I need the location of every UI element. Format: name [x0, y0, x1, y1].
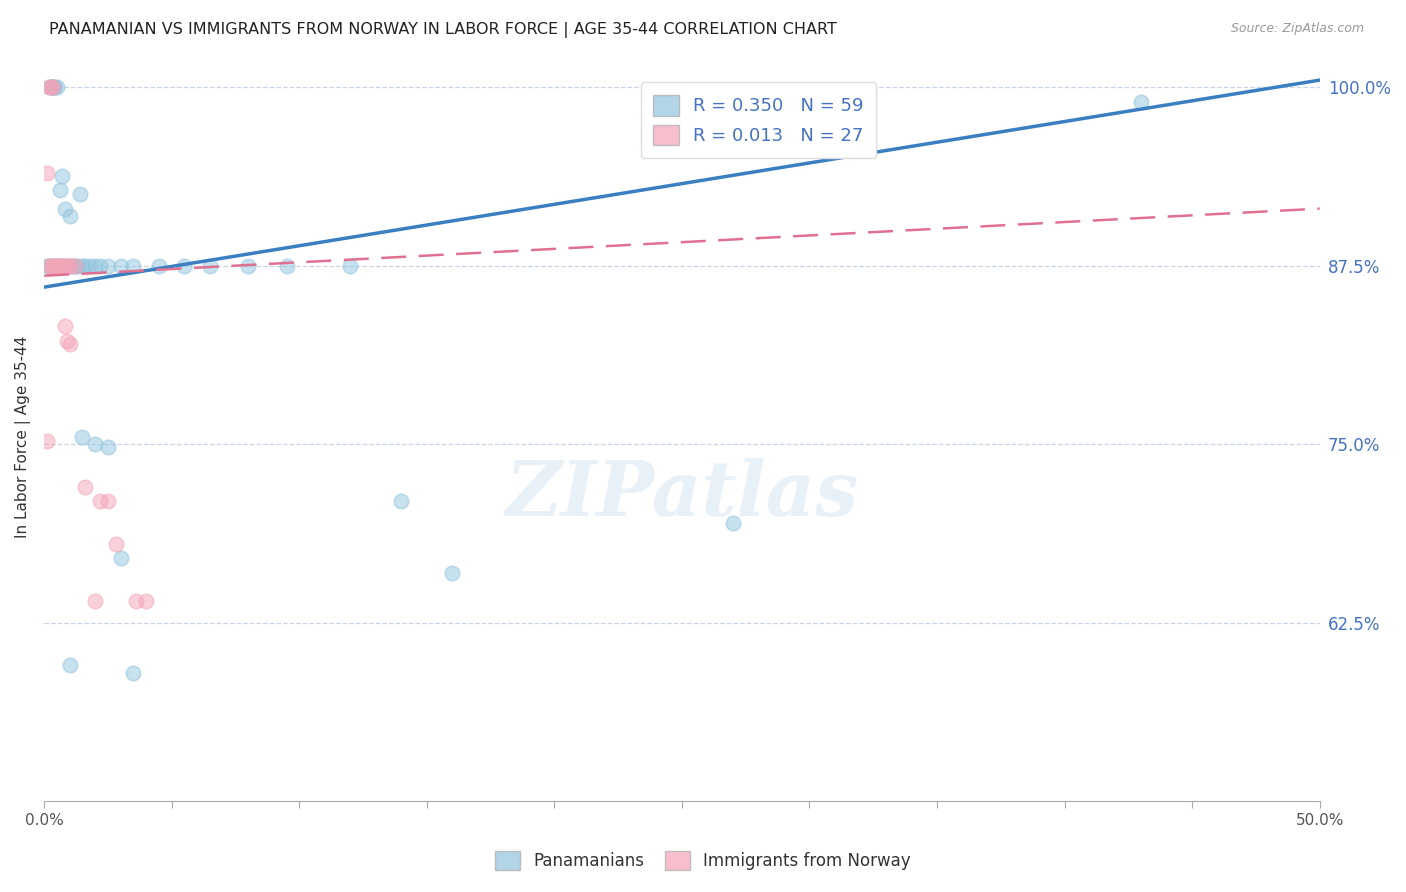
Point	[46, 80, 69, 95]
Point	[441, 566, 464, 580]
Point	[122, 665, 145, 680]
Y-axis label: In Labor Force | Age 35-44: In Labor Force | Age 35-44	[15, 336, 31, 538]
Point	[97, 259, 120, 273]
Point	[1130, 95, 1153, 109]
Point	[46, 259, 69, 273]
Point	[53, 202, 76, 216]
Point	[84, 259, 107, 273]
Point	[110, 259, 132, 273]
Point	[73, 480, 96, 494]
Point	[59, 259, 82, 273]
Point	[97, 440, 120, 454]
Point	[56, 259, 79, 273]
Point	[41, 80, 63, 95]
Point	[66, 259, 89, 273]
Point	[79, 259, 101, 273]
Point	[56, 334, 79, 349]
Legend: Panamanians, Immigrants from Norway: Panamanians, Immigrants from Norway	[489, 844, 917, 877]
Point	[84, 594, 107, 608]
Point	[276, 259, 298, 273]
Point	[51, 259, 73, 273]
Point	[35, 166, 58, 180]
Point	[53, 259, 76, 273]
Point	[44, 259, 66, 273]
Point	[41, 80, 63, 95]
Point	[38, 259, 60, 273]
Point	[38, 80, 60, 95]
Text: Source: ZipAtlas.com: Source: ZipAtlas.com	[1230, 22, 1364, 36]
Point	[59, 658, 82, 673]
Point	[63, 259, 86, 273]
Point	[104, 537, 127, 551]
Text: ZIPatlas: ZIPatlas	[505, 458, 859, 533]
Point	[48, 183, 70, 197]
Point	[148, 259, 170, 273]
Point	[38, 80, 60, 95]
Point	[44, 259, 66, 273]
Point	[238, 259, 260, 273]
Point	[44, 80, 66, 95]
Point	[48, 259, 70, 273]
Point	[51, 259, 73, 273]
Point	[135, 594, 157, 608]
Text: PANAMANIAN VS IMMIGRANTS FROM NORWAY IN LABOR FORCE | AGE 35-44 CORRELATION CHAR: PANAMANIAN VS IMMIGRANTS FROM NORWAY IN …	[49, 22, 837, 38]
Point	[41, 80, 63, 95]
Point	[89, 259, 111, 273]
Point	[59, 337, 82, 351]
Point	[84, 437, 107, 451]
Point	[35, 259, 58, 273]
Point	[97, 494, 120, 508]
Point	[35, 434, 58, 449]
Point	[44, 259, 66, 273]
Point	[72, 259, 94, 273]
Point	[44, 80, 66, 95]
Point	[173, 259, 195, 273]
Point	[59, 209, 82, 223]
Legend: R = 0.350   N = 59, R = 0.013   N = 27: R = 0.350 N = 59, R = 0.013 N = 27	[641, 82, 876, 158]
Point	[41, 80, 63, 95]
Point	[721, 516, 744, 530]
Point	[89, 494, 111, 508]
Point	[198, 259, 221, 273]
Point	[339, 259, 361, 273]
Point	[110, 551, 132, 566]
Point	[48, 259, 70, 273]
Point	[122, 259, 145, 273]
Point	[53, 259, 76, 273]
Point	[56, 259, 79, 273]
Point	[60, 259, 83, 273]
Point	[46, 259, 69, 273]
Point	[38, 259, 60, 273]
Point	[69, 187, 91, 202]
Point	[46, 259, 69, 273]
Point	[125, 594, 148, 608]
Point	[63, 259, 86, 273]
Point	[41, 80, 63, 95]
Point	[41, 259, 63, 273]
Point	[389, 494, 412, 508]
Point	[73, 259, 96, 273]
Point	[41, 259, 63, 273]
Point	[53, 318, 76, 333]
Point	[72, 430, 94, 444]
Point	[51, 169, 73, 183]
Point	[59, 259, 82, 273]
Point	[48, 259, 70, 273]
